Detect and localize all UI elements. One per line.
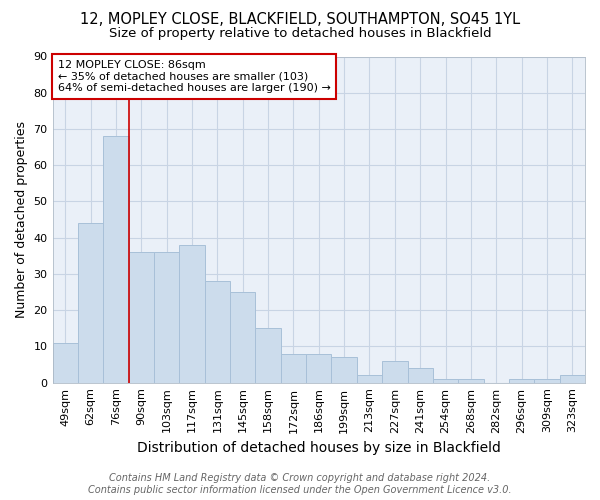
Bar [128,252,154,382]
Bar [179,245,205,382]
Bar [78,223,103,382]
Bar [281,354,306,382]
Bar [205,281,230,382]
Bar [458,379,484,382]
Text: 12, MOPLEY CLOSE, BLACKFIELD, SOUTHAMPTON, SO45 1YL: 12, MOPLEY CLOSE, BLACKFIELD, SOUTHAMPTO… [80,12,520,28]
Text: Contains HM Land Registry data © Crown copyright and database right 2024.
Contai: Contains HM Land Registry data © Crown c… [88,474,512,495]
Text: Size of property relative to detached houses in Blackfield: Size of property relative to detached ho… [109,28,491,40]
Bar [560,376,585,382]
Bar [433,379,458,382]
Y-axis label: Number of detached properties: Number of detached properties [15,121,28,318]
Bar [382,361,407,382]
Text: 12 MOPLEY CLOSE: 86sqm
← 35% of detached houses are smaller (103)
64% of semi-de: 12 MOPLEY CLOSE: 86sqm ← 35% of detached… [58,60,331,93]
X-axis label: Distribution of detached houses by size in Blackfield: Distribution of detached houses by size … [137,441,501,455]
Bar [53,343,78,382]
Bar [509,379,534,382]
Bar [256,328,281,382]
Bar [230,292,256,382]
Bar [306,354,331,382]
Bar [407,368,433,382]
Bar [534,379,560,382]
Bar [331,358,357,382]
Bar [154,252,179,382]
Bar [103,136,128,382]
Bar [357,376,382,382]
